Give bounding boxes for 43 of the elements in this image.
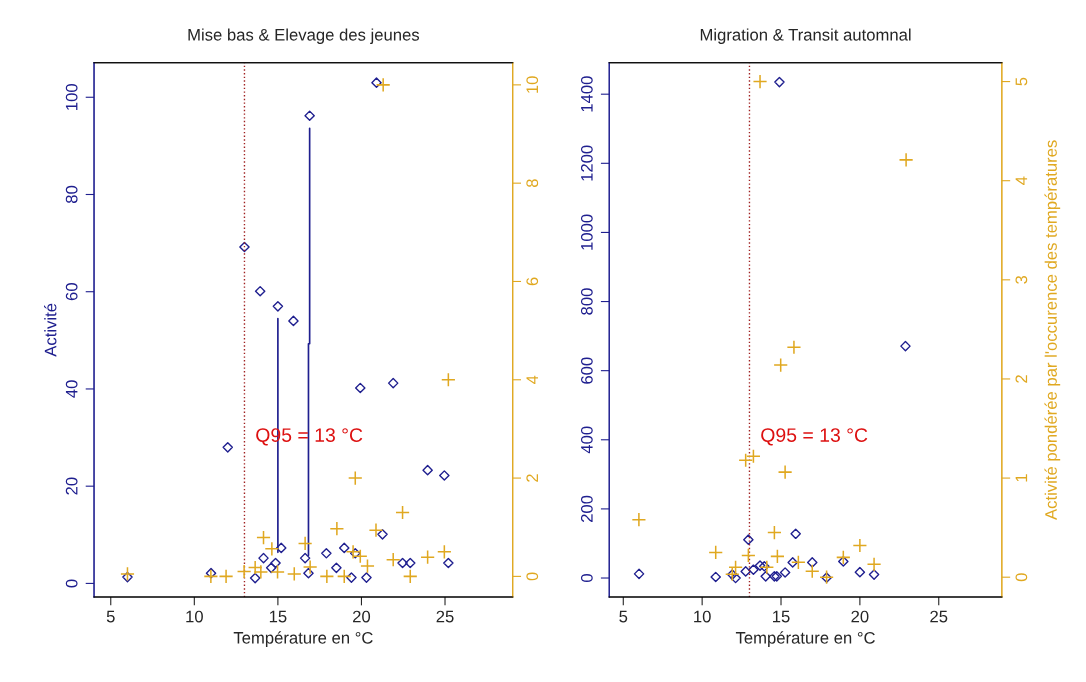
y2-axis-title: Activité pondérée par l'occurence des températures (1044, 140, 1061, 520)
y-tick-label: 20 (65, 477, 78, 495)
y2-tick-label: 4 (1015, 176, 1028, 185)
x-axis-title: Température en °C (735, 631, 875, 648)
y2-tick-label: 6 (526, 277, 539, 286)
y2-tick-label: 3 (1015, 275, 1028, 284)
x-tick-label: 20 (353, 610, 371, 623)
x-tick-label: 15 (773, 610, 790, 623)
y-tick-label: 40 (65, 380, 78, 398)
ref-line-label: Q95 = 13 °C (761, 428, 868, 446)
chart-title: Migration & Transit automnal (700, 28, 911, 44)
chart-title: Mise bas & Elevage des jeunes (188, 28, 420, 44)
y2-tick-label: 10 (526, 76, 539, 93)
x-tick-label: 10 (186, 610, 203, 623)
y2-tick-label: 5 (1015, 77, 1028, 86)
y-tick-label: 80 (65, 185, 78, 204)
y-tick-label: 200 (580, 495, 593, 522)
y-tick-label: 600 (580, 357, 593, 384)
y2-tick-label: 2 (1015, 375, 1028, 383)
y2-tick-label: 8 (526, 179, 539, 188)
x-tick-label: 25 (436, 610, 454, 623)
y-tick-label: 1200 (580, 145, 593, 181)
x-tick-label: 25 (930, 610, 948, 623)
y-tick-label: 1400 (580, 76, 593, 112)
y-tick-label: 100 (65, 84, 78, 110)
y-tick-label: 0 (580, 574, 593, 582)
y2-tick-label: 0 (1015, 573, 1028, 582)
x-tick-label: 5 (619, 610, 628, 623)
y2-tick-label: 4 (526, 375, 538, 385)
y-tick-label: 60 (65, 283, 78, 301)
y-tick-label: 800 (580, 288, 593, 315)
x-axis-title: Température en °C (233, 631, 373, 648)
y-tick-label: 400 (580, 426, 593, 454)
x-tick-label: 5 (106, 610, 115, 623)
y-axis-title: Activité (44, 303, 57, 357)
y2-tick-label: 2 (526, 474, 538, 482)
y-tick-label: 0 (65, 579, 78, 588)
x-tick-label: 20 (851, 610, 869, 623)
y2-tick-label: 0 (526, 572, 539, 581)
x-tick-label: 10 (694, 610, 711, 623)
y-tick-label: 1000 (580, 214, 593, 250)
x-tick-label: 15 (269, 610, 287, 623)
y2-tick-label: 1 (1015, 474, 1028, 482)
